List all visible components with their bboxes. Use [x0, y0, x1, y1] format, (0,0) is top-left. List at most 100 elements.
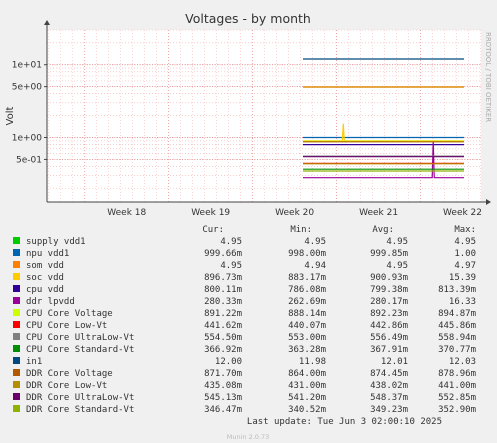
last-update: Last update: Tue Jun 3 02:00:10 2025	[247, 417, 442, 427]
legend-avg: 900.93m	[370, 273, 408, 283]
legend-cur: 346.47m	[204, 405, 242, 415]
axes: 1e+01 5e+00 1e+00 5e-01 Week 18 Week 19 Week 2…	[12, 20, 491, 218]
legend-max: 445.86m	[438, 321, 476, 331]
plot-area	[47, 30, 481, 202]
legend-swatch	[13, 321, 20, 328]
legend-column-header: Min:	[290, 225, 312, 235]
legend-max: 813.39m	[438, 285, 476, 295]
legend-max: 4.95	[454, 237, 476, 247]
legend-avg: 799.38m	[370, 285, 408, 295]
x-tick-label: Week 18	[107, 208, 146, 218]
legend-swatch	[13, 249, 20, 256]
legend-max: 4.97	[454, 261, 476, 271]
legend-max: 15.39	[449, 273, 476, 283]
legend-avg: 12.01	[381, 357, 408, 367]
legend-min: 541.20m	[288, 393, 326, 403]
munin-footer: Munin 2.0.73	[227, 433, 270, 441]
legend-column-header: Cur:	[202, 225, 224, 235]
x-tick-label: Week 21	[359, 208, 398, 218]
y-tick-label: 1e+01	[12, 61, 42, 71]
legend-avg: 442.86m	[370, 321, 408, 331]
rrdtool-watermark: RRDTOOL / TOBI OETIKER	[484, 32, 492, 122]
legend-min: 11.98	[299, 357, 326, 367]
legend-series-name: ddr lpvdd	[26, 297, 75, 307]
y-tick-label: 1e+00	[12, 134, 43, 144]
legend-min: 553.00m	[288, 333, 326, 343]
legend-min: 262.69m	[288, 297, 326, 307]
legend-min: 786.08m	[288, 285, 326, 295]
legend-swatch	[13, 285, 20, 292]
legend-swatch	[13, 333, 20, 340]
legend-avg: 556.49m	[370, 333, 408, 343]
legend-cur: 4.95	[220, 261, 242, 271]
legend-max: 878.96m	[438, 369, 476, 379]
x-tick-label: Week 20	[275, 208, 314, 218]
legend-swatch	[13, 381, 20, 388]
legend-cur: 4.95	[220, 237, 242, 247]
legend: Cur: Min: Avg: Max: supply vdd1 4.95 4.95 4.95 4…	[13, 225, 476, 415]
legend-series-name: CPU Core UltraLow-Vt	[26, 333, 134, 343]
x-tick-label: Week 22	[443, 208, 482, 218]
legend-min: 998.00m	[288, 249, 326, 259]
legend-min: 431.00m	[288, 381, 326, 391]
y-tick-label: 5e-01	[16, 155, 42, 165]
legend-series-name: DDR Core Low-Vt	[26, 381, 107, 391]
legend-swatch	[13, 273, 20, 280]
legend-swatch	[13, 261, 20, 268]
legend-cur: 800.11m	[204, 285, 242, 295]
legend-cur: 896.73m	[204, 273, 242, 283]
legend-avg: 4.95	[386, 237, 408, 247]
legend-max: 1.00	[454, 249, 476, 259]
legend-cur: 554.50m	[204, 333, 242, 343]
legend-avg: 280.17m	[370, 297, 408, 307]
legend-cur: 280.33m	[204, 297, 242, 307]
legend-swatch	[13, 297, 20, 304]
legend-cur: 545.13m	[204, 393, 242, 403]
legend-swatch	[13, 237, 20, 244]
grid	[47, 29, 481, 202]
legend-max: 16.33	[449, 297, 476, 307]
series-lines	[303, 58, 464, 179]
legend-max: 441.00m	[438, 381, 476, 391]
legend-cur: 999.66m	[204, 249, 242, 259]
legend-min: 4.95	[304, 237, 326, 247]
legend-max: 894.87m	[438, 309, 476, 319]
legend-min: 4.94	[304, 261, 326, 271]
legend-cur: 891.22m	[204, 309, 242, 319]
legend-cur: 12.00	[215, 357, 242, 367]
legend-max: 558.94m	[438, 333, 476, 343]
x-axis-arrow	[486, 199, 491, 205]
legend-min: 864.00m	[288, 369, 326, 379]
legend-cur: 441.62m	[204, 321, 242, 331]
legend-series-name: in1	[26, 357, 42, 367]
legend-min: 340.52m	[288, 405, 326, 415]
legend-series-name: CPU Core Voltage	[26, 309, 113, 319]
legend-min: 363.28m	[288, 345, 326, 355]
y-axis-arrow	[44, 20, 50, 25]
legend-avg: 892.23m	[370, 309, 408, 319]
legend-swatch	[13, 357, 20, 364]
legend-column-header: Avg:	[372, 225, 394, 235]
legend-swatch	[13, 393, 20, 400]
legend-swatch	[13, 309, 20, 316]
legend-avg: 548.37m	[370, 393, 408, 403]
legend-series-name: CPU Core Low-Vt	[26, 321, 107, 331]
legend-cur: 435.08m	[204, 381, 242, 391]
legend-series-name: soc vdd	[26, 273, 64, 283]
legend-series-name: cpu vdd	[26, 285, 64, 295]
legend-cur: 871.70m	[204, 369, 242, 379]
legend-max: 352.90m	[438, 405, 476, 415]
legend-swatch	[13, 369, 20, 376]
legend-series-name: npu vdd1	[26, 249, 69, 259]
legend-max: 12.03	[449, 357, 476, 367]
legend-max: 552.85m	[438, 393, 476, 403]
legend-series-name: supply vdd1	[26, 237, 86, 247]
x-tick-label: Week 19	[191, 208, 230, 218]
legend-series-name: DDR Core Voltage	[26, 369, 113, 379]
legend-avg: 999.85m	[370, 249, 408, 259]
y-axis-label: Volt	[5, 106, 16, 125]
legend-avg: 874.45m	[370, 369, 408, 379]
legend-max: 370.77m	[438, 345, 476, 355]
